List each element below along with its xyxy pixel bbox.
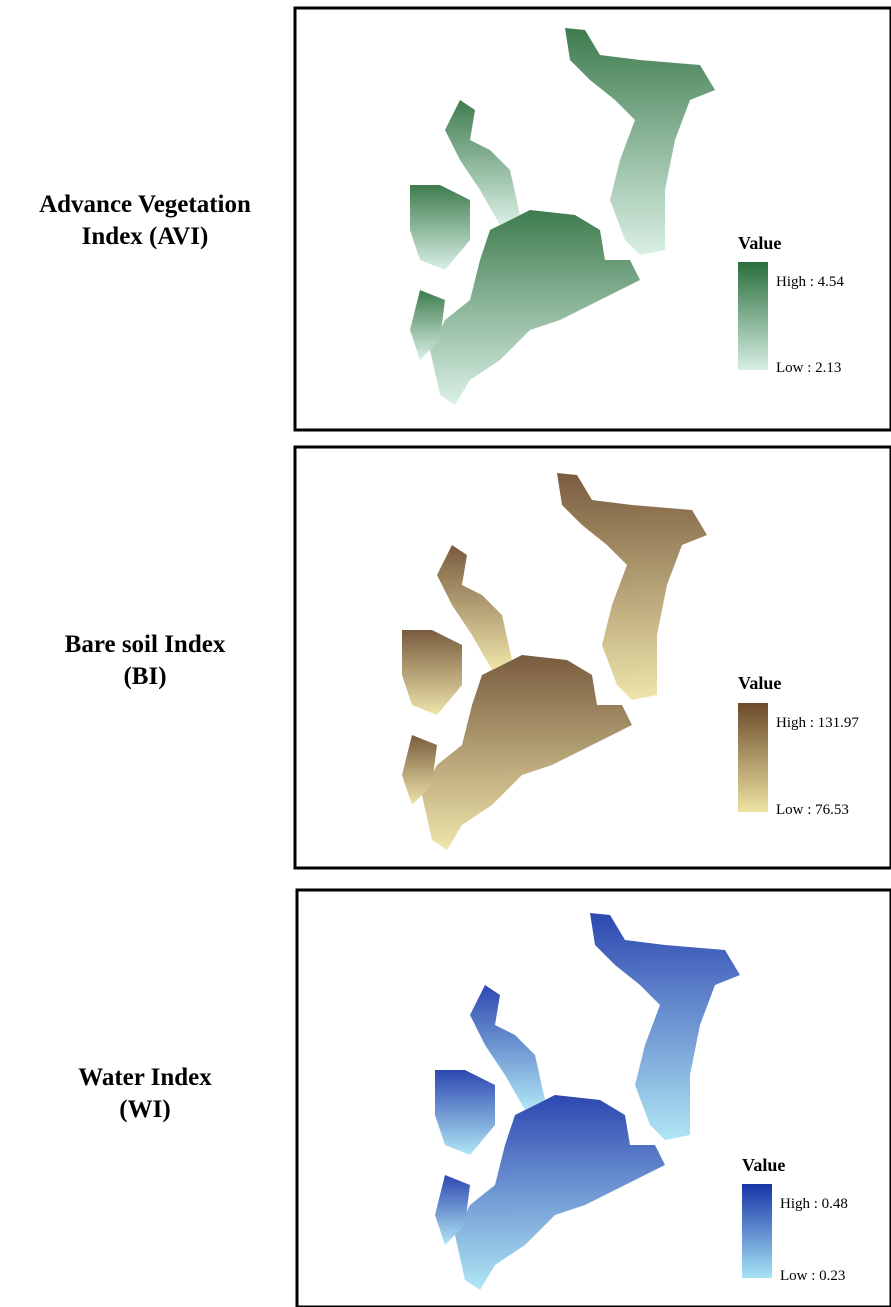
legend-ramp bbox=[742, 1184, 772, 1278]
panel-label: Water Index bbox=[78, 1064, 212, 1091]
legend-title: Value bbox=[742, 1155, 785, 1175]
legend-low: Low : 0.23 bbox=[780, 1268, 845, 1284]
panel: Advance Vegetation Index (AVI) Value High :… bbox=[39, 6, 891, 432]
legend-title: Value bbox=[738, 233, 781, 253]
legend-high: High : 0.48 bbox=[780, 1196, 848, 1212]
panel-frame bbox=[293, 6, 891, 432]
map-raster bbox=[435, 913, 740, 1290]
panels: Advance Vegetation Index (AVI) Value High :… bbox=[39, 6, 891, 1307]
panel-label: Bare soil Index bbox=[65, 631, 226, 658]
legend-low: Low : 76.53 bbox=[776, 802, 849, 818]
panel-frame bbox=[293, 445, 891, 870]
panel-label: (WI) bbox=[119, 1096, 170, 1123]
legend-high: High : 4.54 bbox=[776, 274, 844, 290]
panel: Bare soil Index (BI) Value High : 131.97 Low… bbox=[65, 445, 891, 870]
legend-low: Low : 2.13 bbox=[776, 360, 841, 376]
map-raster bbox=[410, 28, 715, 405]
legend-title: Value bbox=[738, 673, 781, 693]
panel-label: Index (AVI) bbox=[82, 223, 209, 250]
map-raster bbox=[402, 473, 707, 850]
legend-ramp bbox=[738, 703, 768, 812]
panel: Water Index (WI) Value High : 0.48 Low : 0.2… bbox=[78, 888, 891, 1307]
legend-ramp bbox=[738, 262, 768, 370]
panel-frame bbox=[295, 888, 891, 1307]
legend-high: High : 131.97 bbox=[776, 715, 859, 731]
panel-label: (BI) bbox=[123, 663, 166, 690]
panel-label: Advance Vegetation bbox=[39, 191, 251, 218]
